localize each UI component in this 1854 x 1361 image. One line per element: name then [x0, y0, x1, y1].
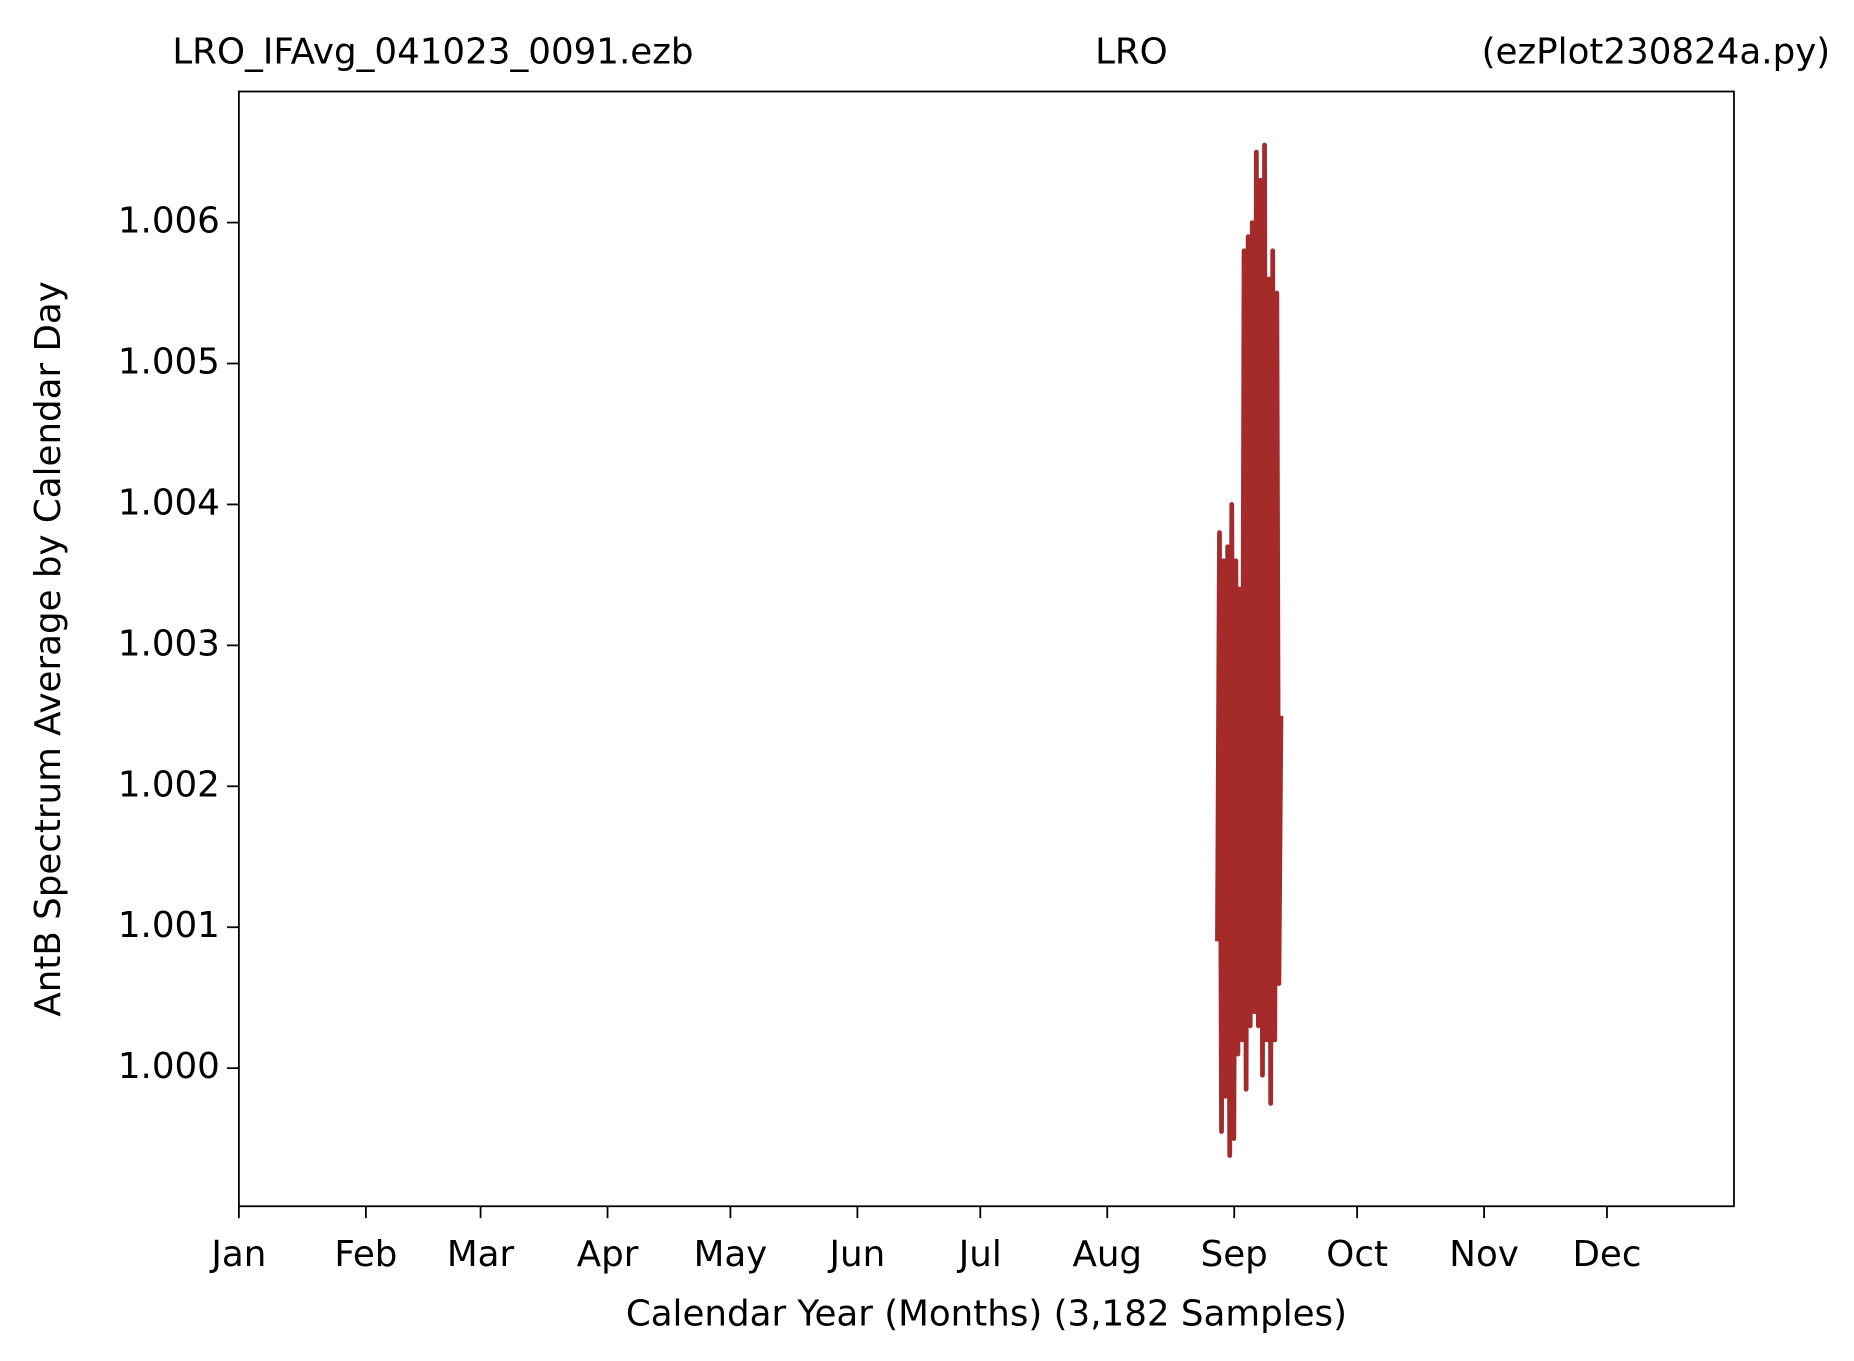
chart-title-left: LRO_IFAvg_041023_0091.ezb	[172, 31, 693, 72]
y-tick-label: 1.006	[118, 201, 220, 242]
y-tick-label: 1.004	[118, 482, 220, 523]
y-axis-label: AntB Spectrum Average by Calendar Day	[28, 281, 69, 1016]
x-tick-label: Apr	[577, 1234, 639, 1275]
y-tick-label: 1.002	[118, 764, 220, 805]
x-tick-label: Oct	[1326, 1234, 1388, 1275]
x-axis-label: Calendar Year (Months) (3,182 Samples)	[626, 1294, 1347, 1335]
x-tick-label: May	[694, 1234, 768, 1275]
y-tick-label: 1.001	[118, 905, 220, 946]
plot-frame	[238, 90, 1735, 1208]
x-tick-label: Jul	[957, 1234, 1002, 1275]
data-line	[1215, 142, 1284, 1158]
y-tick-label: 1.000	[118, 1046, 220, 1087]
x-tick-label: Dec	[1572, 1234, 1641, 1275]
y-tick-label: 1.003	[118, 623, 220, 664]
x-tick-label: Mar	[447, 1234, 515, 1275]
y-tick-label: 1.005	[118, 342, 220, 383]
x-tick-label: Nov	[1449, 1234, 1519, 1275]
x-tick-label: Sep	[1201, 1234, 1268, 1275]
x-tick-label: Jun	[828, 1234, 886, 1275]
chart-title-center: LRO	[1095, 31, 1168, 72]
x-tick-label: Feb	[334, 1234, 397, 1275]
x-tick-label: Aug	[1072, 1234, 1142, 1275]
chart-title-right: (ezPlot230824a.py)	[1482, 31, 1831, 72]
x-tick-label: Jan	[209, 1234, 266, 1275]
